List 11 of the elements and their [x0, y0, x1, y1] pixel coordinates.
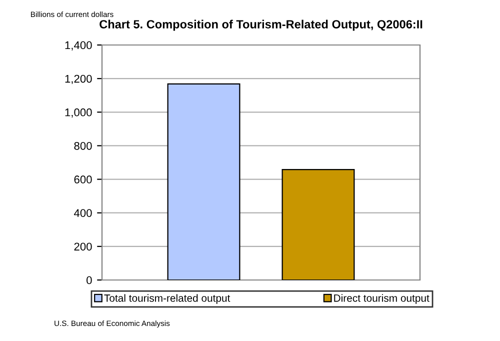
legend-label: Direct tourism output [334, 294, 430, 304]
legend-label: Total tourism-related output [104, 294, 230, 304]
y-tick-label: 1,400 [65, 41, 92, 50]
y-tick-label: 800 [74, 142, 92, 150]
chart-title: Chart 5. Composition of Tourism-Related Output, Q2006:II [100, 20, 422, 31]
y-tick-label: 1,200 [65, 74, 92, 84]
y-tick-label: 1,000 [65, 108, 92, 118]
y-tick-label: 0 [86, 276, 92, 284]
y-tick-label: 600 [74, 176, 92, 184]
y-tick-label: 400 [74, 209, 92, 217]
y-tick-label: 200 [74, 242, 92, 251]
